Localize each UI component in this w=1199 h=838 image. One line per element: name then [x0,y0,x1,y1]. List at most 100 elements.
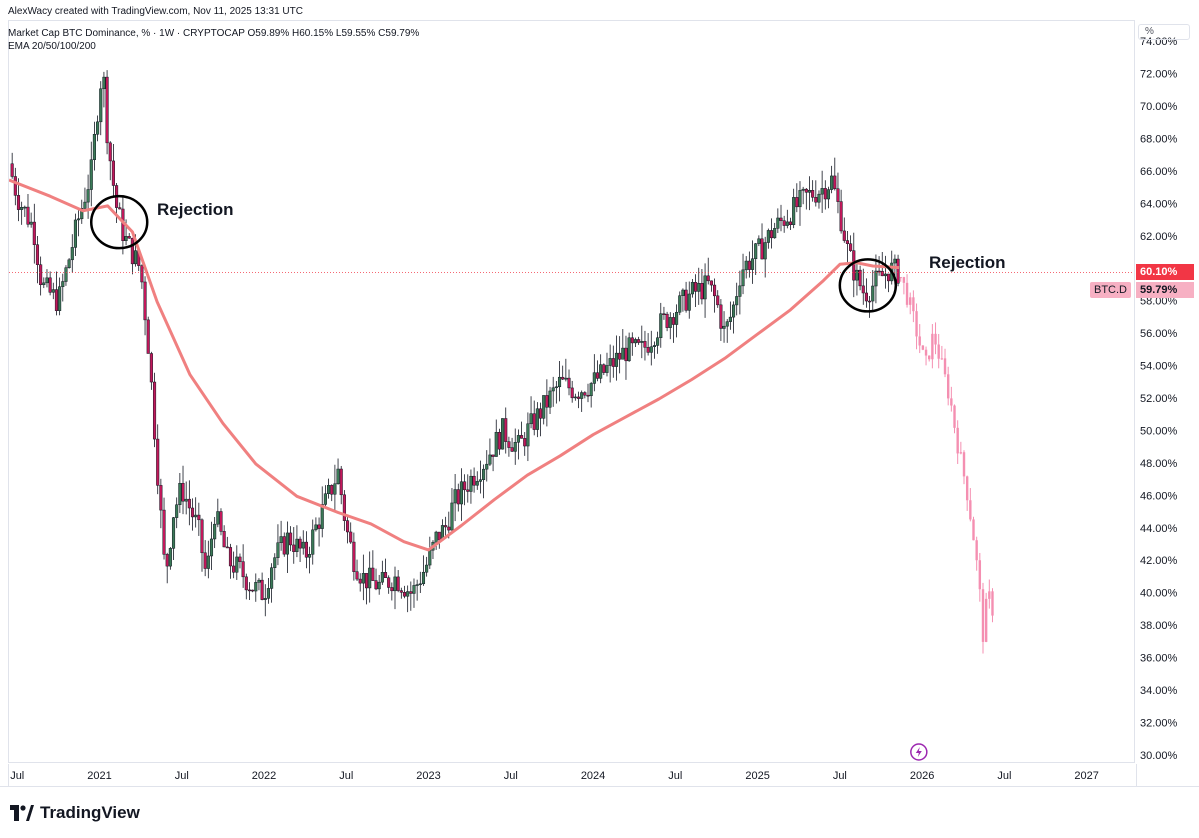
candle[interactable] [554,381,558,404]
candle[interactable] [675,304,679,338]
candle[interactable] [143,276,147,336]
candle[interactable] [807,176,812,211]
candle[interactable] [567,369,571,396]
candle[interactable] [605,352,609,377]
candle[interactable] [92,121,96,171]
candle[interactable] [709,280,713,292]
candle[interactable] [39,256,43,296]
candle[interactable] [504,407,508,454]
candle[interactable] [304,531,308,569]
candle[interactable] [665,311,669,332]
candle[interactable] [858,265,862,291]
candle[interactable] [96,115,100,142]
candle[interactable] [42,277,46,289]
candle[interactable] [779,204,783,232]
candle[interactable] [820,170,824,213]
candle[interactable] [349,522,353,544]
candle[interactable] [105,70,109,155]
candle[interactable] [327,478,331,499]
candle[interactable] [453,473,457,522]
candle[interactable] [513,428,517,465]
candle[interactable] [614,335,619,381]
candle[interactable] [380,560,384,585]
chart-canvas[interactable] [9,21,1135,763]
candle[interactable] [459,468,463,521]
candle[interactable] [399,587,403,599]
candle[interactable] [285,521,289,573]
candle[interactable] [162,497,166,560]
candle[interactable] [624,335,628,380]
candle[interactable] [102,71,106,108]
candle[interactable] [241,544,245,588]
candle[interactable] [295,525,299,558]
candle[interactable] [273,553,277,580]
chart-plot-area[interactable] [8,20,1135,763]
candle[interactable] [371,550,375,581]
candle[interactable] [320,486,324,538]
candle[interactable] [592,354,596,392]
candle[interactable] [165,552,169,584]
candle[interactable] [13,167,17,206]
candle[interactable] [589,381,593,408]
lightning-icon[interactable] [910,743,928,761]
candle[interactable] [627,332,631,362]
candle[interactable] [526,412,530,462]
candle[interactable] [510,437,514,452]
candle[interactable] [323,485,327,507]
candle[interactable] [206,540,210,579]
candle[interactable] [469,469,473,504]
candle[interactable] [409,581,413,611]
candle[interactable] [431,540,435,560]
candle[interactable] [532,400,536,436]
candle[interactable] [687,281,691,319]
candle[interactable] [200,518,204,572]
candle[interactable] [298,536,302,562]
candle[interactable] [73,213,77,256]
candle[interactable] [317,517,321,547]
candle[interactable] [89,141,93,207]
candle[interactable] [485,450,489,482]
candle[interactable] [418,571,422,593]
candle[interactable] [548,386,552,414]
candle[interactable] [861,268,865,305]
candle[interactable] [864,278,868,308]
candle[interactable] [127,233,131,239]
candle[interactable] [659,302,663,348]
candle[interactable] [678,291,682,316]
candle[interactable] [263,584,267,617]
candle[interactable] [811,180,815,202]
candle[interactable] [583,391,587,399]
candle[interactable] [814,180,818,207]
candle[interactable] [845,230,849,263]
candle[interactable] [390,582,394,601]
candle[interactable] [576,391,581,409]
candle[interactable] [70,234,74,273]
candle[interactable] [662,306,666,320]
candle[interactable] [788,217,793,231]
candle[interactable] [478,460,482,494]
candle[interactable] [611,345,615,378]
candle[interactable] [608,344,612,383]
candle[interactable] [719,299,723,341]
candle[interactable] [159,478,163,529]
candle[interactable] [301,530,305,555]
candle[interactable] [238,553,242,569]
candle[interactable] [254,573,258,602]
candle[interactable] [118,202,122,210]
candle[interactable] [197,502,201,536]
candle[interactable] [412,578,416,608]
candle[interactable] [896,254,900,287]
candle[interactable] [355,559,359,582]
candle[interactable] [776,208,780,234]
candle[interactable] [358,573,362,592]
price-axis[interactable]: 30.00% 32.00% 34.00% 36.00% 38.00% 40.00% 42.0… [1136,20,1199,763]
candle[interactable] [222,525,226,548]
candle[interactable] [735,282,739,316]
candle[interactable] [766,228,770,249]
candle[interactable] [842,217,846,243]
candle[interactable] [741,253,745,295]
candle[interactable] [491,454,495,472]
candle[interactable] [868,295,872,318]
candle[interactable] [387,575,391,594]
candle[interactable] [728,301,732,330]
